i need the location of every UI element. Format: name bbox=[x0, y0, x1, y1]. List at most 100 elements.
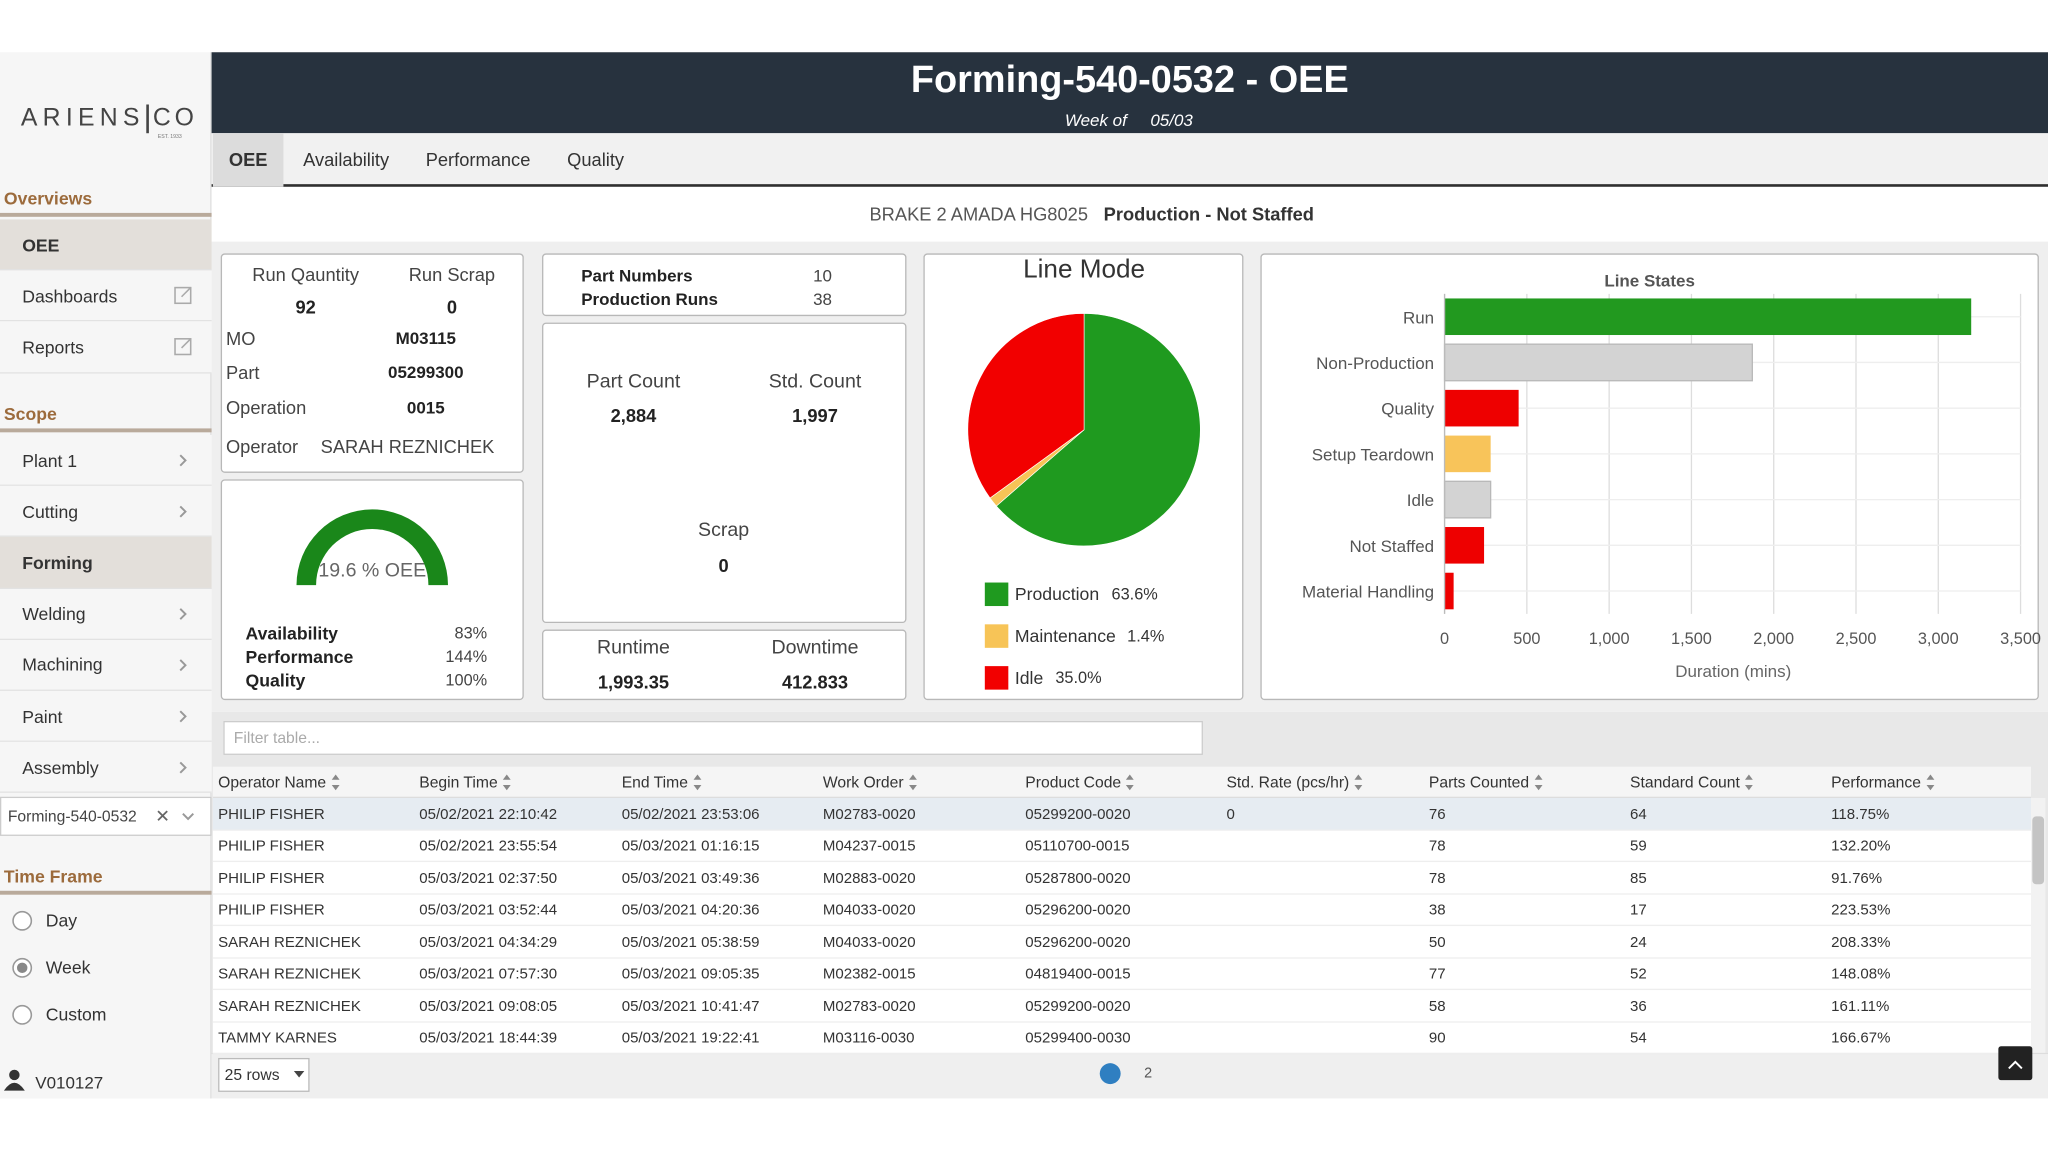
chart-title: Line States bbox=[1604, 271, 1695, 291]
table-cell: M02783-0020 bbox=[822, 806, 916, 823]
column-header[interactable]: Performance bbox=[1831, 773, 1921, 792]
y-tick-label: Not Staffed bbox=[1349, 535, 1435, 556]
table-cell: 148.08% bbox=[1831, 966, 1891, 983]
table-cell: 85 bbox=[1630, 870, 1647, 887]
part-count-label: Part Count bbox=[586, 370, 681, 393]
runtime-value: 1,993.35 bbox=[597, 671, 670, 693]
metric-label: Availability bbox=[245, 623, 338, 644]
table-row[interactable] bbox=[212, 830, 2032, 863]
machine-name: BRAKE 2 AMADA HG8025 bbox=[869, 203, 1088, 225]
page-subtitle: Week of bbox=[1064, 110, 1127, 130]
section-divider bbox=[0, 212, 212, 217]
nav-item-label[interactable]: OEE bbox=[22, 235, 60, 255]
column-header[interactable]: Standard Count bbox=[1630, 773, 1740, 792]
column-header[interactable]: Operator Name bbox=[218, 773, 327, 792]
column-header[interactable]: Parts Counted bbox=[1428, 773, 1530, 792]
table-cell: 05299200-0020 bbox=[1025, 806, 1131, 823]
y-tick-label: Material Handling bbox=[1301, 581, 1435, 601]
table-row[interactable] bbox=[212, 894, 2032, 927]
nav-item-label[interactable]: Welding bbox=[22, 604, 86, 624]
table-cell: 161.11% bbox=[1831, 998, 1890, 1015]
filter-placeholder[interactable]: Filter table... bbox=[233, 728, 321, 748]
column-header[interactable]: Work Order bbox=[822, 773, 904, 792]
table-cell: 78 bbox=[1428, 838, 1446, 855]
nav-item[interactable] bbox=[0, 321, 212, 373]
page-number[interactable]: 1 bbox=[1106, 1065, 1115, 1082]
tab[interactable]: Availability bbox=[303, 148, 390, 170]
nav-item-label[interactable]: Reports bbox=[22, 337, 84, 358]
table-cell: 64 bbox=[1630, 806, 1647, 823]
nav-item[interactable] bbox=[0, 742, 212, 794]
table-row[interactable] bbox=[212, 958, 2032, 991]
oee-gauge-label: 19.6 % OEE bbox=[318, 559, 427, 582]
nav-item-label[interactable]: Paint bbox=[22, 706, 63, 727]
table-cell: 208.33% bbox=[1831, 934, 1891, 951]
x-tick-label: 0 bbox=[1440, 629, 1450, 648]
table-cell: TAMMY KARNES bbox=[218, 1030, 337, 1047]
column-header[interactable]: Std. Rate (pcs/hr) bbox=[1226, 773, 1350, 792]
column-header[interactable]: End Time bbox=[621, 773, 688, 792]
legend-swatch bbox=[984, 582, 1009, 607]
radio-label[interactable]: Week bbox=[45, 958, 91, 978]
nav-item-label[interactable]: Cutting bbox=[22, 501, 79, 522]
table-row[interactable] bbox=[212, 798, 2032, 831]
nav-item-label[interactable]: Forming bbox=[22, 552, 93, 573]
tab[interactable]: Quality bbox=[567, 148, 625, 170]
section-title: Scope bbox=[3, 404, 57, 424]
chart-title: Line Mode bbox=[1023, 255, 1146, 285]
field-value: 0015 bbox=[406, 397, 445, 418]
page-number[interactable]: 2 bbox=[1144, 1065, 1153, 1082]
nav-item[interactable] bbox=[0, 639, 212, 691]
field-value: 05299300 bbox=[388, 362, 464, 383]
legend-label: Production bbox=[1014, 584, 1100, 605]
metric-label: Quality bbox=[245, 670, 306, 691]
radio-label[interactable]: Custom bbox=[45, 1005, 107, 1025]
filter-input[interactable] bbox=[223, 720, 1203, 755]
tab[interactable]: OEE bbox=[228, 148, 268, 170]
table-cell: M04033-0020 bbox=[822, 902, 916, 919]
table-row[interactable] bbox=[212, 862, 2032, 895]
table-row[interactable] bbox=[212, 1022, 2032, 1055]
scope-select[interactable] bbox=[0, 796, 212, 836]
nav-item-label[interactable]: Machining bbox=[22, 655, 103, 675]
table-cell: PHILIP FISHER bbox=[218, 838, 325, 855]
table-cell: 52 bbox=[1630, 966, 1647, 983]
nav-item[interactable] bbox=[0, 588, 212, 640]
table-cell: 0 bbox=[1226, 806, 1235, 823]
radio-label[interactable]: Day bbox=[45, 911, 78, 931]
table-cell: 05/03/2021 18:44:39 bbox=[419, 1030, 558, 1047]
user-id: V010127 bbox=[35, 1072, 104, 1093]
section-divider bbox=[0, 428, 212, 433]
table-cell: 36 bbox=[1630, 998, 1647, 1015]
brand-divider bbox=[146, 104, 149, 134]
table-cell: 05/03/2021 04:34:29 bbox=[419, 934, 558, 951]
nav-item[interactable] bbox=[0, 486, 212, 538]
field-value: SARAH REZNICHEK bbox=[320, 436, 495, 458]
table-cell: SARAH REZNICHEK bbox=[218, 998, 361, 1015]
legend-label: Maintenance bbox=[1014, 626, 1116, 646]
page-size[interactable]: 25 rows bbox=[224, 1065, 280, 1085]
column-header[interactable]: Begin Time bbox=[419, 773, 498, 792]
page-date: 05/03 bbox=[1150, 110, 1193, 130]
scroll-top-button[interactable] bbox=[1998, 1046, 2033, 1081]
legend-value: 1.4% bbox=[1127, 626, 1165, 646]
table-cell: 77 bbox=[1428, 966, 1446, 983]
table-cell: SARAH REZNICHEK bbox=[218, 966, 361, 983]
table-row[interactable] bbox=[212, 990, 2032, 1023]
nav-item-label[interactable]: Assembly bbox=[22, 757, 99, 778]
scrollbar-thumb[interactable] bbox=[2032, 816, 2045, 885]
tab[interactable]: Performance bbox=[425, 148, 531, 170]
nav-item-label[interactable]: Dashboards bbox=[22, 286, 118, 306]
nav-item[interactable] bbox=[0, 434, 212, 487]
machine-state: Production - Not Staffed bbox=[1103, 203, 1314, 225]
column-header[interactable]: Product Code bbox=[1025, 773, 1122, 792]
table-cell: 05/03/2021 19:22:41 bbox=[621, 1030, 760, 1047]
nav-item[interactable] bbox=[0, 690, 212, 743]
nav-item[interactable] bbox=[0, 537, 212, 589]
table-row[interactable] bbox=[212, 926, 2032, 959]
scope-select-value[interactable]: Forming-540-0532 bbox=[7, 807, 137, 826]
table-cell: 118.75% bbox=[1831, 806, 1890, 823]
nav-item-label[interactable]: Plant 1 bbox=[22, 450, 78, 471]
nav-item[interactable] bbox=[0, 219, 212, 271]
